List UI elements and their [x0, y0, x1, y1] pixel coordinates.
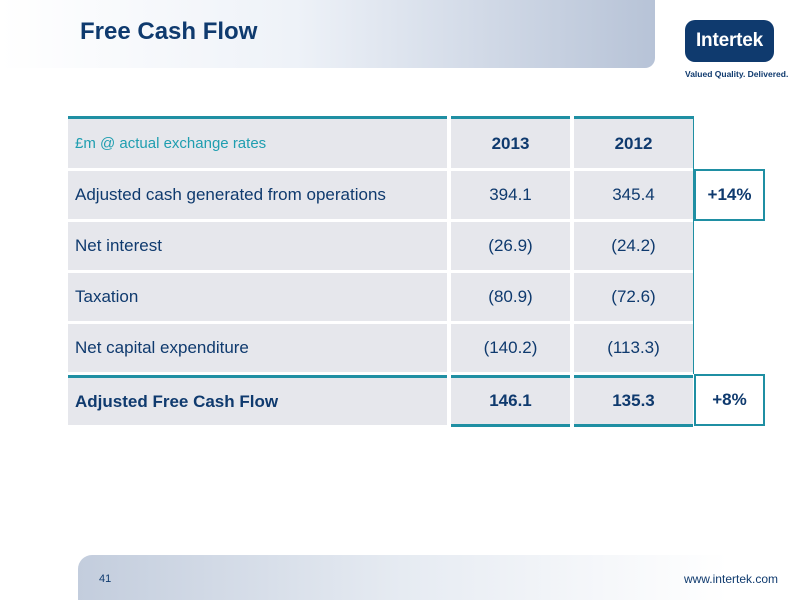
year-2012-text: 2012	[614, 133, 653, 153]
intertek-logo: Intertek	[685, 20, 774, 62]
footer-band	[78, 555, 800, 600]
row-label-text: Net interest	[75, 236, 162, 255]
table-cell-2012: (24.2)	[574, 222, 693, 270]
value-2013: 394.1	[489, 185, 532, 204]
value-2012: (113.3)	[607, 338, 660, 357]
row-label-text: Adjusted cash generated from operations	[75, 185, 386, 204]
value-2013: (26.9)	[488, 236, 533, 255]
table-cell-2013: (26.9)	[451, 222, 570, 270]
table-cell-2013: (80.9)	[451, 273, 570, 321]
growth-value: +8%	[712, 390, 747, 409]
table-row-label: Adjusted cash generated from operations	[68, 171, 447, 219]
value-2012: 345.4	[612, 185, 655, 204]
table-cell-2012-total: 135.3	[574, 375, 693, 427]
growth-value: +14%	[707, 185, 752, 204]
table-cell-2012: 345.4	[574, 171, 693, 219]
value-2013: (140.2)	[483, 338, 538, 357]
table-row-label-total: Adjusted Free Cash Flow	[68, 375, 447, 425]
website-link[interactable]: www.intertek.com	[683, 572, 778, 586]
header-label-text: £m @ actual exchange rates	[75, 135, 267, 152]
row-label-text: Adjusted Free Cash Flow	[75, 391, 279, 411]
table-header-label: £m @ actual exchange rates	[68, 116, 447, 168]
table-row-label: Net capital expenditure	[68, 324, 447, 372]
column-divider	[693, 116, 694, 374]
row-label-text: Taxation	[75, 287, 139, 306]
growth-badge: +14%	[694, 169, 765, 221]
table-cell-2012: (72.6)	[574, 273, 693, 321]
table-cell-2013: 394.1	[451, 171, 570, 219]
table-row-label: Net interest	[68, 222, 447, 270]
table-cell-2013-total: 146.1	[451, 375, 570, 427]
value-2012: (72.6)	[611, 287, 656, 306]
value-2013: (80.9)	[488, 287, 533, 306]
value-2012: (24.2)	[611, 236, 656, 255]
slide-title: Free Cash Flow	[80, 18, 258, 45]
row-label-text: Net capital expenditure	[75, 338, 249, 357]
year-2013-text: 2013	[491, 133, 530, 153]
logo-wordmark: Intertek	[695, 30, 764, 51]
value-2013: 146.1	[489, 391, 532, 410]
table-header-year-2013: 2013	[451, 116, 570, 168]
page-number: 41	[99, 573, 112, 585]
table-header-year-2012: 2012	[574, 116, 693, 168]
growth-badge: +8%	[694, 374, 765, 426]
logo-tagline: Valued Quality. Delivered.	[685, 69, 789, 79]
table-cell-2013: (140.2)	[451, 324, 570, 372]
table-row-label: Taxation	[68, 273, 447, 321]
header-band	[0, 0, 655, 68]
table-cell-2012: (113.3)	[574, 324, 693, 372]
value-2012: 135.3	[612, 391, 655, 410]
